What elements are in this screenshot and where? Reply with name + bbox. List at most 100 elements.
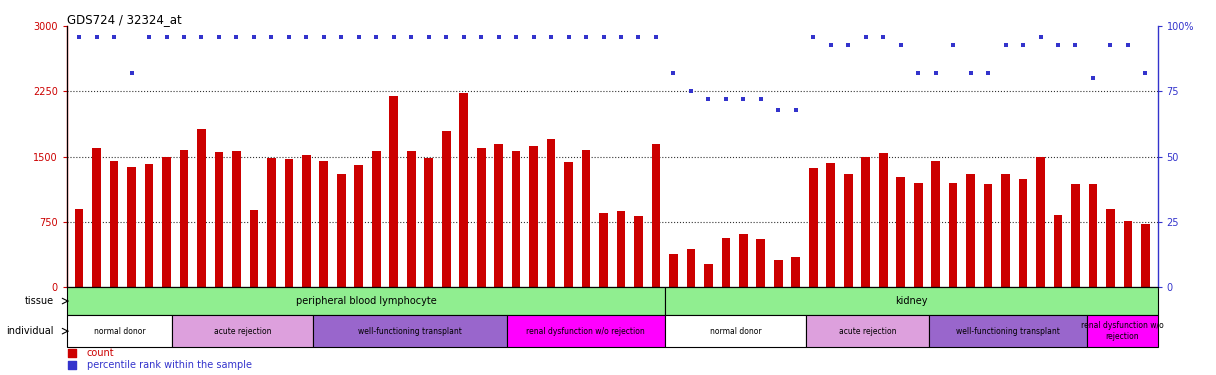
Bar	[494, 144, 503, 287]
Bar	[809, 168, 817, 287]
Point	[873, 34, 893, 40]
Point	[437, 34, 456, 40]
Text: well-functioning transplant: well-functioning transplant	[956, 327, 1060, 336]
Point	[786, 107, 805, 113]
Bar	[984, 184, 992, 287]
Bar	[67, 287, 665, 315]
Bar	[773, 260, 783, 287]
Point	[541, 34, 561, 40]
Point	[174, 34, 193, 40]
Text: peripheral blood lymphocyte: peripheral blood lymphocyte	[295, 296, 437, 306]
Bar	[617, 211, 625, 287]
Text: individual: individual	[6, 326, 54, 336]
Bar	[389, 96, 398, 287]
Point	[105, 34, 124, 40]
Point	[261, 34, 281, 40]
Point	[961, 70, 980, 76]
Bar	[665, 287, 1158, 315]
Bar	[879, 153, 888, 287]
Bar	[214, 152, 224, 287]
Point	[332, 34, 351, 40]
Point	[1013, 42, 1032, 48]
Text: acute rejection: acute rejection	[839, 327, 896, 336]
Point	[192, 34, 212, 40]
Point	[86, 34, 106, 40]
Point	[699, 96, 719, 102]
Point	[244, 34, 264, 40]
Point	[769, 107, 788, 113]
Bar	[337, 174, 345, 287]
Bar	[74, 209, 84, 287]
Bar	[687, 249, 696, 287]
Point	[856, 34, 876, 40]
Bar	[669, 254, 677, 287]
Point	[979, 70, 998, 76]
Point	[839, 42, 858, 48]
Bar	[1071, 184, 1080, 287]
Point	[62, 362, 81, 368]
Bar	[320, 161, 328, 287]
Bar	[460, 93, 468, 287]
Point	[1031, 34, 1051, 40]
Text: normal donor: normal donor	[710, 327, 761, 336]
Point	[576, 34, 596, 40]
Point	[62, 350, 81, 356]
Bar	[564, 162, 573, 287]
Point	[489, 34, 508, 40]
Bar	[844, 174, 852, 287]
Point	[226, 34, 246, 40]
Bar	[173, 315, 314, 347]
Bar	[67, 315, 173, 347]
Text: percentile rank within the sample: percentile rank within the sample	[86, 360, 252, 370]
Bar	[652, 144, 660, 287]
Bar	[792, 258, 800, 287]
Bar	[92, 148, 101, 287]
Bar	[948, 183, 957, 287]
Text: kidney: kidney	[895, 296, 928, 306]
Bar	[232, 150, 241, 287]
Point	[401, 34, 421, 40]
Point	[314, 34, 333, 40]
Text: acute rejection: acute rejection	[214, 327, 271, 336]
Bar	[1053, 215, 1063, 287]
Point	[157, 34, 176, 40]
Point	[716, 96, 736, 102]
Point	[280, 34, 299, 40]
Bar	[477, 148, 485, 287]
Point	[209, 34, 229, 40]
Point	[804, 34, 823, 40]
Point	[821, 42, 840, 48]
Bar	[162, 157, 171, 287]
Point	[384, 34, 404, 40]
Bar	[931, 161, 940, 287]
Bar	[1141, 224, 1150, 287]
Bar	[180, 150, 188, 287]
Point	[1083, 75, 1103, 81]
Point	[944, 42, 963, 48]
Bar	[268, 158, 276, 287]
Text: normal donor: normal donor	[94, 327, 146, 336]
Bar	[665, 315, 806, 347]
Bar	[302, 155, 311, 287]
Point	[420, 34, 439, 40]
Point	[69, 34, 89, 40]
Bar	[1107, 209, 1115, 287]
Bar	[756, 239, 765, 287]
Point	[593, 34, 613, 40]
Bar	[581, 150, 591, 287]
Point	[454, 34, 473, 40]
Point	[925, 70, 945, 76]
Point	[472, 34, 491, 40]
Bar	[1088, 184, 1097, 287]
Point	[122, 70, 141, 76]
Text: GDS724 / 32324_at: GDS724 / 32324_at	[67, 13, 181, 26]
Point	[891, 42, 911, 48]
Bar	[827, 163, 835, 287]
Bar	[109, 161, 118, 287]
Bar	[424, 158, 433, 287]
Point	[559, 34, 579, 40]
Point	[646, 34, 665, 40]
Bar	[1036, 157, 1045, 287]
Point	[1065, 42, 1085, 48]
Point	[751, 96, 771, 102]
